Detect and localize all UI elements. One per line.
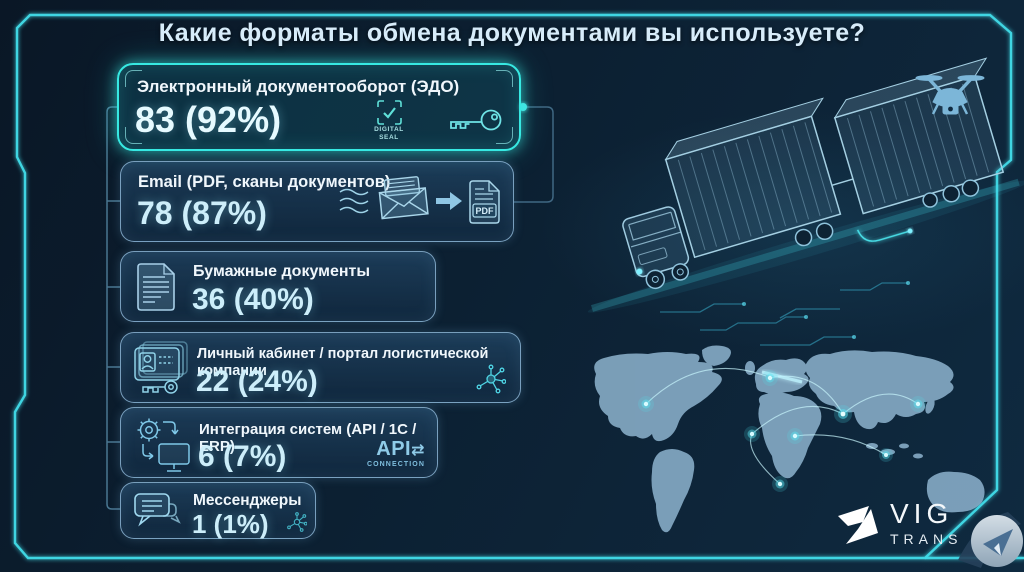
logo-mark [838, 506, 878, 544]
key-icon [450, 109, 502, 131]
card-personal-account: Личный кабинет / портал логистической ко… [120, 332, 521, 403]
card-value: 83 (92%) [135, 99, 282, 140]
digital-seal-icon [376, 100, 402, 125]
logo-name: VIG [890, 498, 954, 529]
chat-bubbles-icon [134, 493, 181, 527]
telegram-icon[interactable] [952, 498, 1024, 572]
api-connection-badge: API⇄ CONNECTION [367, 438, 425, 468]
logo-text: VIG TRANS [890, 498, 963, 548]
id-card-icon [134, 341, 188, 394]
corner-bracket [125, 70, 142, 87]
network-icon [287, 512, 307, 532]
card-value: 78 (87%) [137, 195, 267, 231]
seal-label: DIGITAL SEAL [374, 126, 404, 142]
email-to-pdf-icons: PDF [339, 176, 500, 224]
map-beam [761, 370, 803, 384]
card-messengers: Мессенджеры 1 (1%) [120, 482, 316, 539]
circuit-traces [660, 281, 910, 346]
card-edo: Электронный документооборот (ЭДО) 83 (92… [117, 63, 521, 151]
svg-text:PDF: PDF [476, 206, 495, 216]
card-email: Email (PDF, сканы документов) 78 (87%) P… [120, 161, 514, 242]
paper-document-icon [137, 263, 175, 311]
map-nodes [638, 370, 926, 492]
card-label: Личный кабинет / портал логистической ко… [197, 346, 489, 379]
api-label: API [376, 438, 412, 460]
logo-subname: TRANS [890, 531, 963, 547]
card-label: Электронный документооборот (ЭДО) [137, 77, 460, 96]
network-icon [476, 364, 506, 394]
connector-node [519, 103, 527, 111]
integration-gears-monitor-icon [137, 418, 190, 472]
envelope-icon [378, 176, 429, 220]
arrow-right-icon [436, 192, 462, 210]
corner-bracket [496, 70, 513, 87]
api-sublabel: CONNECTION [366, 461, 425, 468]
corner-bracket [125, 127, 142, 144]
drone-icon [915, 75, 985, 115]
motion-waves-icon [339, 188, 369, 214]
corner-bracket [496, 127, 513, 144]
page-title: Какие форматы обмена документами вы испо… [158, 19, 866, 47]
route-arcs [645, 367, 919, 485]
truck-illustration [587, 57, 1024, 313]
card-label: Бумажные документы [193, 263, 371, 280]
pdf-file-icon: PDF [469, 180, 500, 224]
card-value: 22 (24%) [196, 365, 318, 398]
card-value: 1 (1%) [192, 509, 269, 539]
digital-seal-badge: DIGITAL SEAL [367, 99, 411, 143]
sync-arrows-icon: ⇄ [411, 442, 425, 459]
card-label: Email (PDF, сканы документов) [138, 173, 391, 191]
card-label: Мессенджеры [193, 492, 302, 509]
vig-trans-logo: VIG TRANS [836, 500, 962, 548]
card-label: Интеграция систем (API / 1C / ERP) [199, 421, 417, 456]
card-value: 36 (40%) [192, 283, 314, 316]
card-paper-documents: Бумажные документы 36 (40%) [120, 251, 436, 322]
card-value: 6 (7%) [198, 440, 287, 473]
card-system-integration: Интеграция систем (API / 1C / ERP) 6 (7%… [120, 407, 438, 478]
